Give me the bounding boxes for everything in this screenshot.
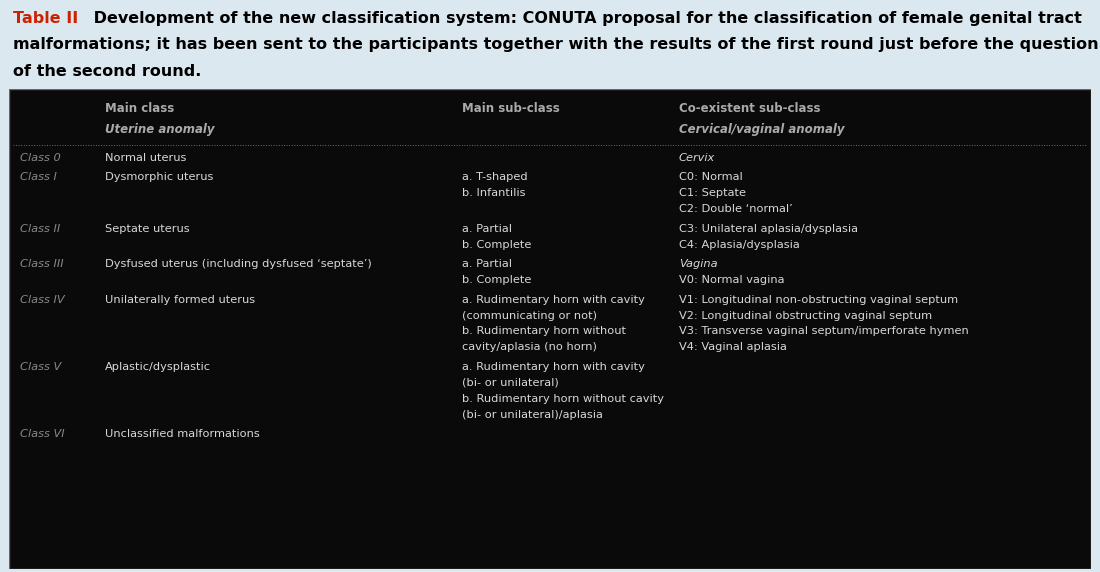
Text: a. Partial: a. Partial [462, 259, 513, 269]
Text: V4: Vaginal aplasia: V4: Vaginal aplasia [679, 343, 786, 352]
Text: Unilaterally formed uterus: Unilaterally formed uterus [106, 295, 255, 305]
Text: Cervix: Cervix [679, 153, 715, 162]
Text: Class V: Class V [20, 362, 60, 372]
Text: Class III: Class III [20, 259, 63, 269]
Text: Dysfused uterus (including dysfused ‘septate’): Dysfused uterus (including dysfused ‘sep… [106, 259, 372, 269]
Text: a. T-shaped: a. T-shaped [462, 172, 528, 182]
Text: V3: Transverse vaginal septum/imperforate hymen: V3: Transverse vaginal septum/imperforat… [679, 327, 969, 336]
Text: Main sub-class: Main sub-class [462, 102, 560, 115]
Text: Class II: Class II [20, 224, 59, 234]
Text: C0: Normal: C0: Normal [679, 172, 743, 182]
Text: b. Infantilis: b. Infantilis [462, 188, 526, 198]
Text: Aplastic/dysplastic: Aplastic/dysplastic [106, 362, 211, 372]
Text: V1: Longitudinal non-obstructing vaginal septum: V1: Longitudinal non-obstructing vaginal… [679, 295, 958, 305]
Text: C2: Double ‘normal’: C2: Double ‘normal’ [679, 204, 793, 214]
Text: a. Partial: a. Partial [462, 224, 513, 234]
Text: (bi- or unilateral): (bi- or unilateral) [462, 378, 559, 388]
Text: b. Complete: b. Complete [462, 240, 531, 249]
Text: Development of the new classification system: CONUTA proposal for the classifica: Development of the new classification sy… [88, 11, 1082, 26]
Text: Class I: Class I [20, 172, 56, 182]
Text: Unclassified malformations: Unclassified malformations [106, 430, 260, 439]
Text: b. Rudimentary horn without cavity: b. Rudimentary horn without cavity [462, 394, 664, 404]
Text: Class 0: Class 0 [20, 153, 60, 162]
Text: cavity/aplasia (no horn): cavity/aplasia (no horn) [462, 343, 597, 352]
Text: (bi- or unilateral)/aplasia: (bi- or unilateral)/aplasia [462, 410, 603, 420]
Text: malformations; it has been sent to the participants together with the results of: malformations; it has been sent to the p… [13, 37, 1100, 52]
Text: Cervical/vaginal anomaly: Cervical/vaginal anomaly [679, 123, 845, 136]
Text: Class IV: Class IV [20, 295, 64, 305]
Text: (communicating or not): (communicating or not) [462, 311, 597, 321]
Text: Septate uterus: Septate uterus [106, 224, 190, 234]
Text: Vagina: Vagina [679, 259, 717, 269]
Text: a. Rudimentary horn with cavity: a. Rudimentary horn with cavity [462, 295, 646, 305]
Text: V0: Normal vagina: V0: Normal vagina [679, 275, 784, 285]
Text: V2: Longitudinal obstructing vaginal septum: V2: Longitudinal obstructing vaginal sep… [679, 311, 932, 321]
Text: Co-existent sub-class: Co-existent sub-class [679, 102, 821, 115]
Text: b. Rudimentary horn without: b. Rudimentary horn without [462, 327, 626, 336]
Text: C3: Unilateral aplasia/dysplasia: C3: Unilateral aplasia/dysplasia [679, 224, 858, 234]
Text: Main class: Main class [106, 102, 175, 115]
Text: Normal uterus: Normal uterus [106, 153, 187, 162]
Text: Uterine anomaly: Uterine anomaly [106, 123, 214, 136]
Text: Dysmorphic uterus: Dysmorphic uterus [106, 172, 213, 182]
Text: C4: Aplasia/dysplasia: C4: Aplasia/dysplasia [679, 240, 800, 249]
Text: Class VI: Class VI [20, 430, 64, 439]
Text: a. Rudimentary horn with cavity: a. Rudimentary horn with cavity [462, 362, 646, 372]
Text: C1: Septate: C1: Septate [679, 188, 746, 198]
Text: b. Complete: b. Complete [462, 275, 531, 285]
Text: of the second round.: of the second round. [13, 64, 201, 79]
Text: Table II: Table II [13, 11, 78, 26]
